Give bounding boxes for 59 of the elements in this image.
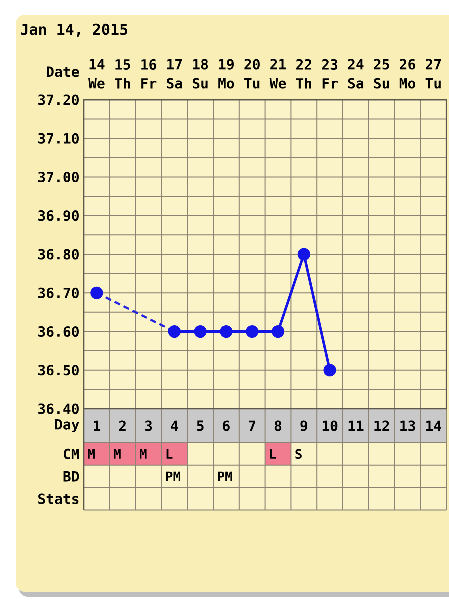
- y-tick-label: 36.60: [38, 326, 79, 338]
- point: [272, 325, 285, 338]
- x2-tick-label: 20 Tu: [244, 59, 260, 89]
- x-tick-label: 11: [348, 420, 364, 432]
- point: [220, 325, 233, 338]
- x-tick-label: 12: [374, 420, 390, 432]
- text: M: [88, 449, 95, 459]
- y-tick-label: 36.70: [38, 288, 79, 298]
- point: [324, 364, 336, 377]
- x2-tick-label: 15 Th: [115, 60, 130, 89]
- x2-tick-label: 16 Fr: [142, 59, 157, 89]
- x-tick-label: 13: [400, 420, 416, 432]
- x-tick-label: 3: [145, 420, 152, 432]
- y-tick-label: 36.40: [38, 404, 79, 414]
- text: M: [140, 449, 147, 459]
- x2-tick-label: 27 Tu: [426, 59, 442, 89]
- x2-tick-label: 25 Su: [374, 59, 390, 89]
- point: [246, 325, 259, 338]
- text: L: [166, 449, 173, 459]
- x2-axis-title: Date: [47, 66, 80, 78]
- x-axis-title: Day: [55, 419, 80, 433]
- x-tick-label: 8: [274, 420, 282, 432]
- x2-tick-label: 19 Mo: [218, 59, 234, 89]
- x-tick-label: 7: [249, 420, 256, 432]
- point: [194, 325, 207, 338]
- y-tick-label: 37.20: [38, 94, 79, 106]
- x2-tick-label: 18 Su: [193, 59, 208, 89]
- text: L: [270, 449, 276, 459]
- x-tick-label: 6: [223, 420, 230, 432]
- x2-tick-label: 26 Mo: [400, 59, 416, 89]
- x-tick-label: 5: [197, 420, 204, 432]
- x2-tick-label: 17 Sa: [167, 59, 182, 89]
- category-label: Stats: [38, 494, 79, 504]
- point: [298, 248, 310, 261]
- x-tick-label: 14: [426, 420, 442, 432]
- y-tick-label: 36.90: [38, 210, 79, 222]
- x-tick-label: 9: [300, 420, 308, 432]
- y-tick-label: 37.10: [38, 133, 79, 144]
- y-tick-label: 36.50: [38, 365, 79, 376]
- x2-tick-label: 24 Sa: [348, 59, 364, 89]
- chart-title: Jan 14, 2015: [20, 24, 128, 38]
- text: S: [296, 449, 302, 460]
- y-tick-label: 37.00: [38, 172, 79, 183]
- x-tick-label: 10: [322, 420, 338, 432]
- text: PM: [166, 472, 181, 482]
- text: M: [114, 449, 121, 459]
- point: [90, 286, 104, 300]
- x2-tick-label: 23 Fr: [322, 59, 338, 89]
- point: [168, 325, 181, 338]
- y-tick-label: 36.80: [38, 249, 79, 260]
- x2-tick-label: 22 Th: [296, 59, 312, 89]
- x2-tick-label: 14 We: [88, 59, 105, 89]
- text: PM: [218, 472, 232, 482]
- x-tick-label: 4: [171, 420, 178, 432]
- category-label: CM: [64, 448, 80, 460]
- x-tick-label: 1: [94, 420, 101, 432]
- x2-tick-label: 21 We: [270, 59, 286, 89]
- x-tick-label: 2: [119, 420, 126, 432]
- category-label: BD: [64, 471, 80, 482]
